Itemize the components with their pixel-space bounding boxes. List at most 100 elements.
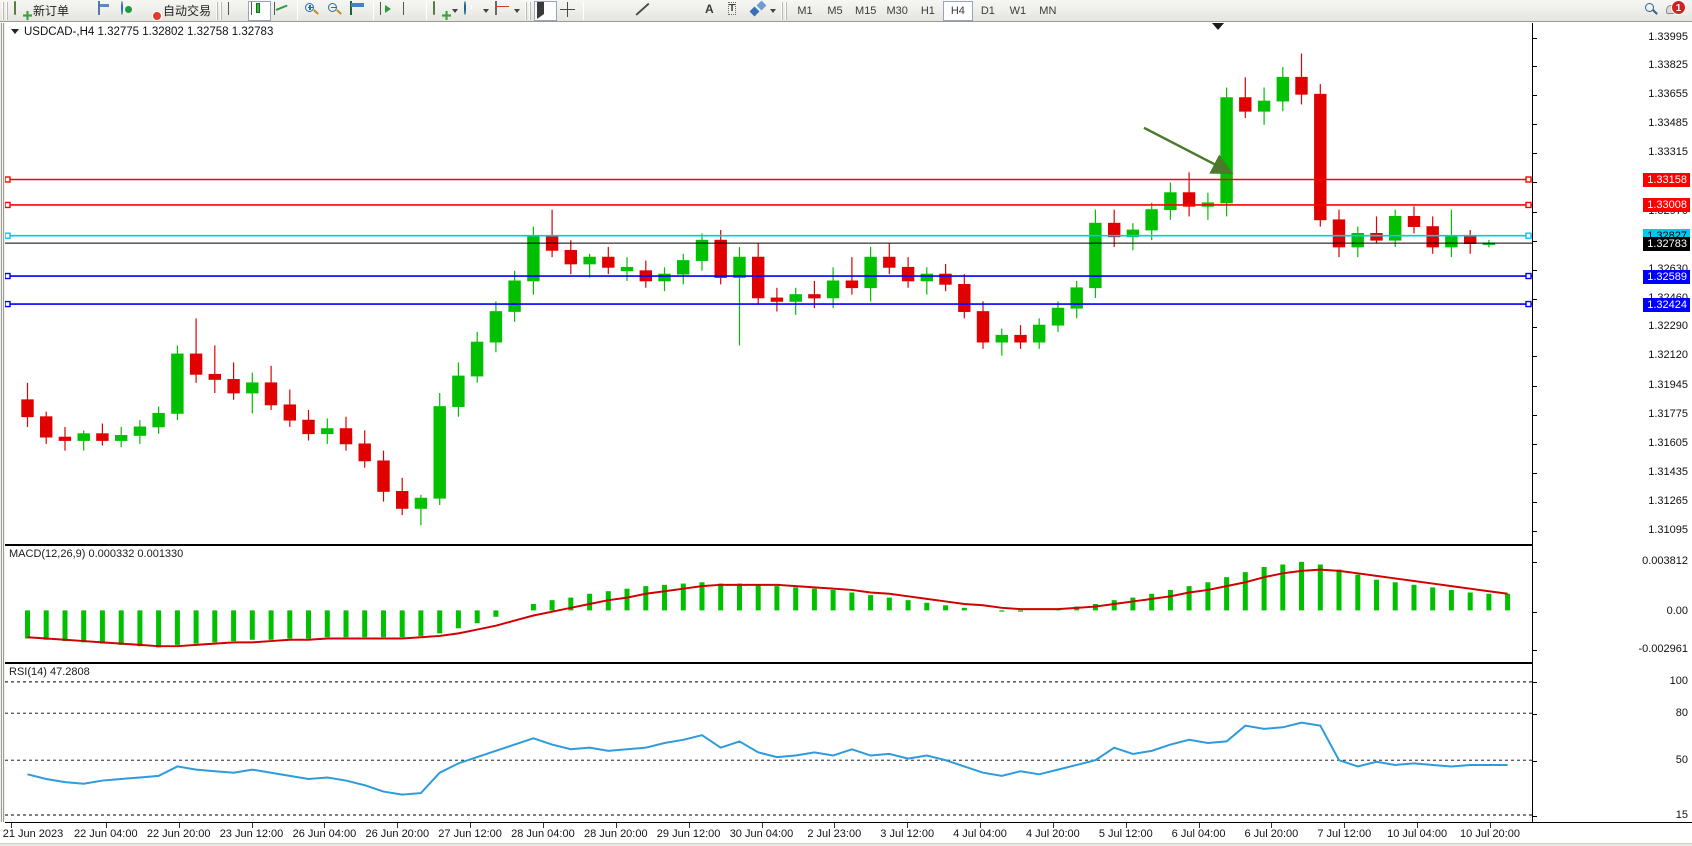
trendline-button[interactable]: [633, 1, 656, 21]
chevron-down-icon-2[interactable]: [483, 8, 490, 13]
price-tick: 1.32460: [1648, 292, 1688, 304]
chart-left-strip: [0, 23, 5, 822]
chevron-down-icon-4[interactable]: [770, 8, 777, 13]
price-candles-layer: [5, 53, 1532, 526]
fan-button[interactable]: [679, 1, 702, 21]
zoom-in-button[interactable]: [301, 1, 324, 21]
chart-window[interactable]: USDCAD-,H4 1.32775 1.32802 1.32758 1.327…: [0, 23, 1692, 846]
chart-shift-icon: [403, 2, 420, 19]
indicators-button[interactable]: [492, 1, 523, 21]
timeframe-h1[interactable]: H1: [913, 1, 943, 21]
bar-chart-button[interactable]: [225, 1, 248, 21]
rsi-label: RSI(14) 47.2808: [9, 666, 90, 678]
status-bar: [0, 843, 1692, 846]
period-button[interactable]: [461, 1, 492, 21]
grid-button[interactable]: [347, 1, 370, 21]
find-button[interactable]: [1640, 1, 1663, 21]
auto-trading-label: 自动交易: [163, 4, 212, 18]
time-axis[interactable]: 21 Jun 2023 22 Jun 04:00 22 Jun 20:00 23 Ju…: [3, 822, 1692, 846]
auto-scroll-button[interactable]: [377, 1, 400, 21]
horizontal-line-button[interactable]: [610, 1, 633, 21]
price-pane[interactable]: USDCAD-,H4 1.32775 1.32802 1.32758 1.327…: [5, 23, 1532, 545]
time-label: 26 Jun 04:00: [292, 828, 357, 840]
timeframe-d1[interactable]: D1: [973, 1, 1003, 21]
timeframe-m15[interactable]: M15: [850, 1, 881, 21]
templates-icon: [433, 1, 450, 19]
price-tick: 1.31435: [1648, 465, 1688, 478]
line-chart-button[interactable]: [271, 1, 294, 21]
toolbar-grip-3[interactable]: [525, 1, 533, 20]
auto-scroll-icon: [380, 2, 397, 19]
zoom-out-button[interactable]: [324, 1, 347, 21]
price-tick: 1.33485: [1648, 117, 1688, 130]
new-order-icon: [14, 1, 31, 19]
collapse-caret-icon[interactable]: [11, 29, 19, 35]
time-label: 5 Jul 12:00: [1098, 828, 1153, 840]
toolbar-grip-2[interactable]: [216, 1, 224, 20]
chart-title: USDCAD-,H4 1.32775 1.32802 1.32758 1.327…: [11, 26, 273, 38]
toolbar-separator: [297, 1, 299, 20]
rsi-tick: 100: [1669, 675, 1688, 687]
toolbar-grip-4[interactable]: [781, 1, 789, 20]
chart-shift-button[interactable]: [400, 1, 423, 21]
text-label-button[interactable]: A: [702, 1, 725, 21]
fibonacci-button[interactable]: [656, 1, 679, 21]
time-label: 30 Jun 04:00: [729, 828, 794, 840]
price-level-badge-support[interactable]: 1.32424: [1643, 297, 1690, 312]
timeframe-m1[interactable]: M1: [790, 1, 820, 21]
time-label: 22 Jun 04:00: [73, 828, 138, 840]
timeframe-m5[interactable]: M5: [820, 1, 850, 21]
terminal-window-button[interactable]: [95, 1, 118, 21]
new-order-label: 新订单: [33, 4, 70, 18]
macd-label: MACD(12,26,9) 0.000332 0.001330: [9, 548, 184, 560]
chevron-down-icon-3[interactable]: [514, 8, 521, 13]
cursor-icon: [537, 2, 554, 19]
find-icon: [1643, 2, 1660, 19]
chevron-down-icon[interactable]: [452, 8, 459, 13]
timeframe-h4[interactable]: H4: [942, 0, 973, 21]
auto-trading-button[interactable]: 自动交易: [141, 1, 214, 21]
price-tick: 1.31605: [1648, 436, 1688, 449]
rsi-pane[interactable]: RSI(14) 47.2808: [5, 663, 1532, 821]
templates-button[interactable]: [430, 1, 461, 21]
timeframe-label: W1: [1009, 4, 1027, 17]
zoom-in-icon: [304, 2, 321, 19]
price-level-badge-support[interactable]: 1.32589: [1643, 269, 1690, 284]
shapes-button[interactable]: [748, 1, 779, 21]
time-label: 6 Jul 20:00: [1244, 828, 1299, 840]
timeframe-mn[interactable]: MN: [1033, 1, 1063, 21]
timeframe-m30[interactable]: M30: [881, 1, 912, 21]
text-button[interactable]: T: [725, 1, 748, 21]
expert-advisor-icon: [144, 2, 161, 19]
macd-layer: [25, 561, 1511, 648]
timeframe-label: H1: [920, 4, 935, 17]
chart-scroll-caret-icon[interactable]: [1212, 23, 1224, 30]
vertical-line-icon: [590, 2, 607, 19]
candlestick-chart-button[interactable]: [248, 0, 272, 21]
cursor-button[interactable]: [534, 0, 558, 21]
timeframe-w1[interactable]: W1: [1003, 1, 1033, 21]
gold-button[interactable]: [72, 1, 95, 21]
price-axis[interactable]: 1.33995 1.33825 1.33655 1.33485 1.33315 1.331…: [1532, 23, 1692, 822]
time-label: 26 Jun 20:00: [365, 828, 430, 840]
price-level-badge-resistance[interactable]: 1.33158: [1643, 172, 1690, 187]
crosshair-button[interactable]: [557, 1, 580, 21]
price-tick: 1.33655: [1648, 88, 1688, 101]
gold-icon: [75, 2, 92, 19]
vertical-line-button[interactable]: [587, 1, 610, 21]
fibonacci-icon: [659, 2, 676, 19]
alerts-button[interactable]: 1: [1663, 0, 1686, 21]
market-watch-button[interactable]: [118, 1, 141, 21]
macd-pane[interactable]: MACD(12,26,9) 0.000332 0.001330: [5, 545, 1532, 663]
fan-icon: [682, 2, 699, 19]
market-watch-icon: [121, 1, 138, 19]
price-level-badge-last-price[interactable]: 1.32783: [1643, 236, 1690, 251]
time-label: 2 Jul 23:00: [807, 828, 862, 840]
price-level-badge-resistance[interactable]: 1.33008: [1643, 198, 1690, 213]
time-label: 10 Jul 20:00: [1460, 828, 1520, 840]
new-order-button[interactable]: 新订单: [11, 1, 72, 21]
time-label: 27 Jun 12:00: [438, 828, 502, 840]
timeframe-label: M15: [855, 4, 877, 17]
toolbar-grip[interactable]: [2, 1, 9, 20]
time-label: 3 Jul 12:00: [880, 828, 935, 840]
